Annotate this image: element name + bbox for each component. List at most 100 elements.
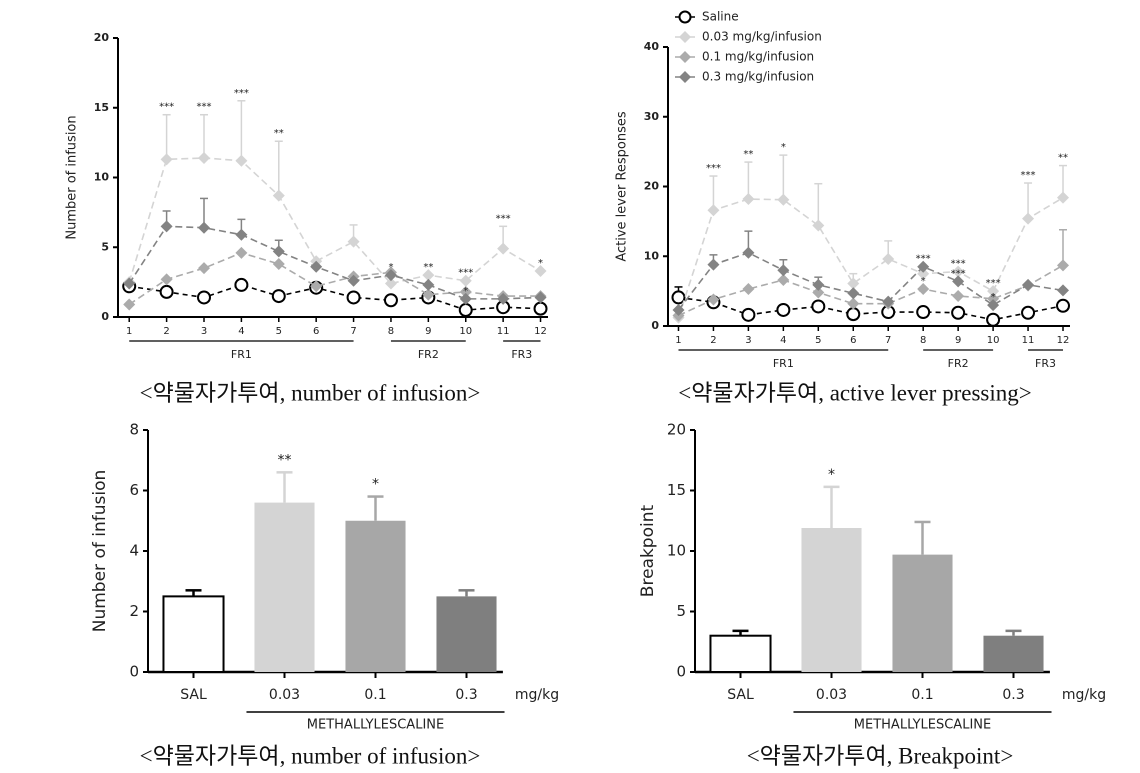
y-tick-label: 20 [644, 180, 660, 193]
group-label: METHALLYLESCALINE [854, 718, 991, 733]
series-marker [272, 189, 285, 202]
x-tick-label: 2 [710, 335, 716, 346]
series-marker [384, 277, 397, 290]
significance: *** [916, 254, 931, 265]
series-marker [235, 154, 248, 167]
x-tick-label: 0.03 [816, 687, 847, 703]
significance: * [828, 467, 835, 483]
bar [892, 554, 953, 672]
series-marker [777, 264, 790, 277]
series-marker [383, 293, 398, 308]
series-marker [422, 278, 435, 291]
significance: * [991, 292, 996, 303]
bar [436, 596, 497, 672]
series-marker [497, 242, 510, 255]
series-marker [422, 288, 435, 301]
series-marker [777, 193, 790, 206]
series-line [678, 296, 1064, 321]
x-tick-label: SAL [180, 687, 207, 703]
unit-label: mg/kg [515, 687, 559, 703]
bar [709, 634, 772, 674]
series-marker [534, 291, 547, 304]
x-tick-label: 10 [459, 326, 472, 337]
series-marker [497, 292, 510, 305]
series-marker [987, 292, 1000, 305]
y-tick-label: 10 [667, 542, 686, 560]
x-tick-label: 5 [815, 335, 821, 346]
series-marker [952, 265, 965, 278]
series-marker [742, 283, 755, 296]
significance: *** [234, 88, 249, 99]
series-marker [123, 277, 136, 290]
series-marker [197, 290, 211, 305]
caption: <약물자가투여, number of infusion> [140, 380, 481, 405]
series-marker [917, 260, 930, 273]
x-tick-label: 0.1 [911, 687, 933, 703]
series-marker [160, 153, 173, 166]
y-tick-label: 8 [129, 421, 139, 439]
series-line [677, 251, 1064, 311]
group-label: FR3 [511, 348, 532, 361]
significance: ** [743, 149, 753, 160]
y-tick-label: 6 [129, 481, 139, 499]
significance: *** [706, 163, 721, 174]
series-marker [847, 277, 860, 290]
series-marker [812, 286, 825, 299]
series-marker [1057, 284, 1070, 297]
x-tick-label: SAL [727, 687, 754, 703]
series-marker [987, 299, 1000, 312]
y-tick-label: 40 [644, 40, 660, 53]
legend-label: 0.3 mg/kg/infusion [702, 70, 814, 84]
significance: *** [197, 102, 212, 113]
x-tick-label: 5 [276, 326, 282, 337]
group-label: FR2 [418, 348, 439, 361]
series-marker [1057, 191, 1070, 204]
series-line [128, 251, 541, 306]
series-marker [235, 246, 248, 259]
x-tick-label: 0.3 [455, 687, 477, 703]
bar [983, 635, 1044, 672]
significance: * [538, 258, 543, 269]
significance: ** [423, 262, 433, 273]
unit-label: mg/kg [1062, 687, 1106, 703]
series-marker [198, 151, 210, 164]
legend-label: 0.03 mg/kg/infusion [702, 30, 822, 44]
significance: ** [278, 452, 292, 468]
y-axis-label: Active lever Responses [615, 111, 630, 262]
y-tick-label: 4 [129, 542, 139, 560]
series-marker [812, 278, 825, 291]
x-tick-label: 6 [850, 335, 856, 346]
y-tick-label: 10 [94, 171, 110, 184]
series-marker [422, 269, 435, 282]
series-marker [951, 305, 966, 320]
x-tick-label: 11 [1022, 335, 1035, 346]
y-tick-label: 5 [101, 240, 109, 253]
series-marker [952, 275, 965, 288]
y-tick-label: 5 [676, 602, 686, 620]
y-tick-label: 0 [129, 663, 139, 681]
series-marker [160, 220, 173, 233]
significance: ** [274, 128, 284, 139]
x-tick-label: 8 [388, 326, 394, 337]
series-marker [847, 297, 860, 310]
series-marker [198, 262, 210, 275]
significance: * [372, 477, 379, 493]
series-line [129, 284, 541, 311]
series-marker [534, 264, 547, 277]
series-marker [310, 260, 323, 273]
series-marker [707, 293, 720, 306]
series-marker [882, 295, 895, 308]
significance: *** [496, 213, 511, 224]
y-tick-label: 20 [94, 31, 110, 44]
series-marker [986, 312, 1001, 327]
significance: * [921, 276, 926, 287]
series-marker [1056, 298, 1071, 313]
series-line [677, 196, 1064, 318]
series-marker [384, 269, 397, 282]
series-marker [916, 305, 931, 320]
series-marker [741, 307, 756, 322]
series-marker [987, 285, 1000, 298]
series-marker [346, 290, 361, 305]
series-marker [811, 299, 826, 314]
